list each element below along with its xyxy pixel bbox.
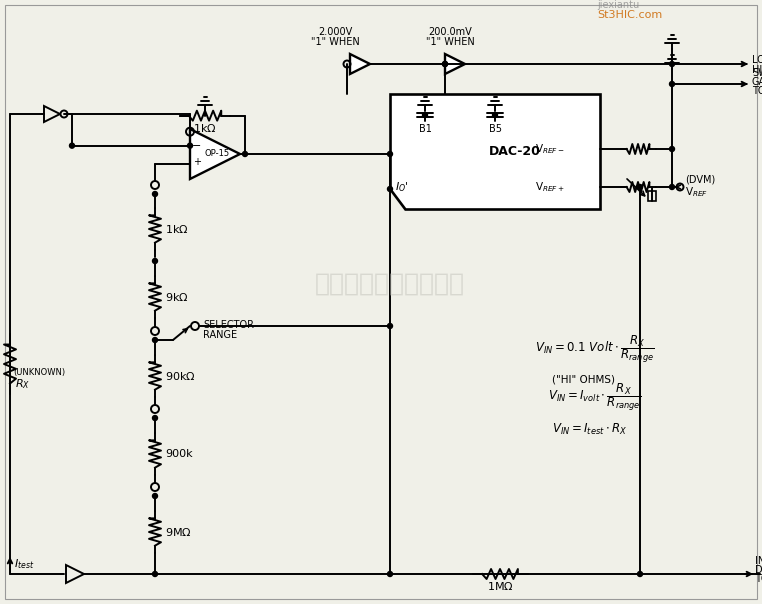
Polygon shape [190, 129, 240, 179]
Text: DAC-20: DAC-20 [489, 145, 541, 158]
Circle shape [443, 62, 447, 66]
Text: 1k$\Omega$: 1k$\Omega$ [194, 121, 216, 133]
Text: −: − [192, 141, 202, 150]
Circle shape [152, 191, 158, 196]
Circle shape [638, 184, 642, 190]
Text: V$_{REF-}$: V$_{REF-}$ [535, 142, 565, 156]
Circle shape [670, 184, 674, 190]
Circle shape [443, 62, 447, 66]
Circle shape [388, 187, 392, 191]
Circle shape [152, 259, 158, 263]
Circle shape [152, 338, 158, 342]
Circle shape [152, 571, 158, 576]
Text: jiexiantu: jiexiantu [597, 0, 639, 10]
Text: (DVM): (DVM) [685, 175, 716, 185]
Circle shape [670, 147, 674, 152]
Circle shape [152, 416, 158, 420]
Text: V$_{REF}$: V$_{REF}$ [685, 185, 708, 199]
Polygon shape [350, 54, 370, 74]
Text: 90k$\Omega$: 90k$\Omega$ [165, 370, 196, 382]
Text: $V_{IN} = 0.1\ Volt \cdot \dfrac{R_X}{R_{range}}$: $V_{IN} = 0.1\ Volt \cdot \dfrac{R_X}{R_… [535, 333, 655, 365]
Circle shape [670, 62, 674, 66]
Text: 200.0mV: 200.0mV [428, 27, 472, 37]
Circle shape [388, 324, 392, 329]
Text: 杭州将睢科技有限公司: 杭州将睢科技有限公司 [315, 272, 465, 296]
Polygon shape [390, 94, 600, 209]
Circle shape [388, 152, 392, 156]
Circle shape [670, 82, 674, 86]
Text: SELECTOR: SELECTOR [203, 320, 254, 330]
Text: SWITCH: SWITCH [752, 68, 762, 78]
Circle shape [638, 571, 642, 576]
Text: GAIN: GAIN [752, 77, 762, 87]
Text: $I_{test}$: $I_{test}$ [14, 557, 34, 571]
Text: V$_{REF+}$: V$_{REF+}$ [535, 180, 565, 194]
Text: INPUT: INPUT [755, 556, 762, 566]
Text: OP-15: OP-15 [204, 150, 229, 158]
Text: $V_{IN} = I_{test} \cdot R_X$: $V_{IN} = I_{test} \cdot R_X$ [552, 422, 628, 437]
Circle shape [152, 493, 158, 498]
Circle shape [187, 143, 193, 148]
Text: "1" WHEN: "1" WHEN [426, 37, 475, 47]
Text: TO DVM: TO DVM [752, 86, 762, 96]
Circle shape [242, 152, 248, 156]
Text: "1" WHEN: "1" WHEN [311, 37, 360, 47]
Text: $I_O$': $I_O$' [395, 180, 408, 194]
Text: 900k: 900k [165, 449, 193, 459]
Text: (UNKNOWN): (UNKNOWN) [13, 367, 65, 376]
Text: RANGE: RANGE [203, 330, 237, 340]
Text: B1: B1 [418, 124, 431, 134]
Text: HI/LO: HI/LO [752, 65, 762, 75]
Circle shape [422, 112, 427, 118]
Text: 9M$\Omega$: 9M$\Omega$ [165, 526, 192, 538]
Text: St3HIC.com: St3HIC.com [597, 10, 662, 20]
Circle shape [69, 143, 75, 148]
Text: B5: B5 [488, 124, 501, 134]
Circle shape [492, 112, 498, 118]
Text: LOGIC: LOGIC [752, 55, 762, 65]
Text: 9k$\Omega$: 9k$\Omega$ [165, 291, 188, 303]
Text: 2.000V: 2.000V [318, 27, 352, 37]
Text: 1M$\Omega$: 1M$\Omega$ [487, 580, 514, 592]
Circle shape [388, 571, 392, 576]
Polygon shape [445, 54, 465, 74]
Text: $R_X$: $R_X$ [15, 377, 30, 391]
Text: 1k$\Omega$: 1k$\Omega$ [165, 223, 188, 235]
Text: TO: TO [755, 574, 762, 584]
Text: ("HI" OHMS): ("HI" OHMS) [552, 374, 615, 384]
Text: DVM: DVM [755, 565, 762, 575]
Text: +: + [193, 157, 201, 167]
Text: $V_{IN} = I_{volt} \cdot \dfrac{R_X}{R_{range}}$: $V_{IN} = I_{volt} \cdot \dfrac{R_X}{R_{… [549, 381, 642, 413]
Bar [648, 191, 656, 201]
